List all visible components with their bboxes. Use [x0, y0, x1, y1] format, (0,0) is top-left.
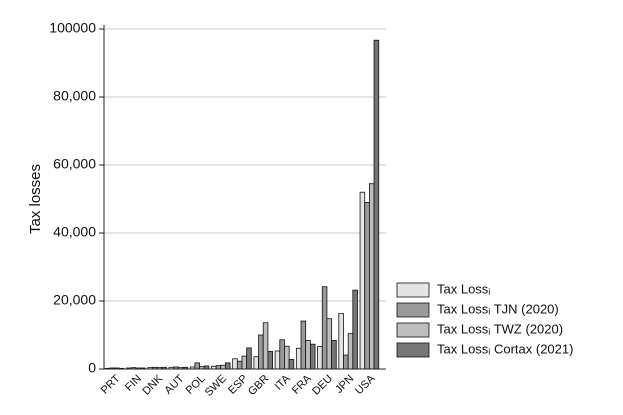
bar	[373, 39, 380, 370]
x-tick-label: USA	[353, 372, 378, 397]
x-tick-label: GBR	[246, 373, 271, 398]
x-tick-label: SWE	[203, 373, 229, 399]
bar	[321, 286, 328, 370]
x-tick-label: DNK	[140, 372, 165, 397]
y-tick-label: 20,000	[53, 292, 96, 308]
legend-swatch	[396, 302, 430, 318]
bar	[241, 355, 248, 370]
bar	[300, 320, 307, 370]
bar	[225, 362, 231, 370]
bar	[279, 339, 285, 370]
bar	[352, 289, 358, 370]
y-tick-label: 100000	[49, 20, 96, 36]
bar	[274, 350, 281, 370]
y-tick-label: 0	[88, 360, 96, 376]
bar	[343, 354, 349, 370]
bar	[246, 347, 252, 370]
bar	[364, 201, 370, 370]
x-tick-label: JPN	[333, 373, 356, 396]
bar	[194, 362, 200, 370]
y-tick-label: 60,000	[53, 156, 96, 172]
bar	[232, 358, 238, 370]
legend-swatch	[396, 342, 430, 358]
y-axis-label: Tax losses	[27, 164, 44, 234]
bar	[326, 318, 332, 370]
bar	[305, 340, 311, 370]
x-tick-label: FRA	[290, 372, 315, 397]
x-tick-label: AUT	[162, 372, 186, 396]
legend-label: Tax Lossᵢ TWZ (2020)	[437, 321, 563, 336]
bar	[359, 191, 366, 370]
y-tick-label: 40,000	[53, 224, 96, 240]
bar	[236, 360, 243, 370]
bar	[309, 343, 316, 370]
bar	[288, 359, 295, 370]
bar	[262, 322, 269, 370]
bar	[284, 345, 290, 370]
bar	[295, 347, 302, 370]
legend-swatch	[396, 322, 430, 338]
y-tick-label: 80,000	[53, 88, 96, 104]
x-tick-label: DEU	[310, 373, 335, 398]
x-tick-label: ESP	[226, 373, 250, 397]
legend-swatch	[396, 282, 430, 298]
bar	[331, 340, 337, 370]
bar	[338, 313, 344, 370]
legend-label: Tax Lossᵢ Cortax (2021)	[437, 341, 573, 356]
bar	[253, 356, 259, 370]
legend-label: Tax Lossᵢ	[437, 281, 490, 296]
bar	[347, 333, 354, 370]
bar	[368, 183, 375, 370]
bar	[258, 334, 264, 370]
x-tick-label: PRT	[99, 373, 123, 397]
bar	[215, 365, 222, 370]
bar	[317, 346, 323, 370]
bar	[220, 364, 226, 370]
bar	[267, 350, 273, 370]
legend-label: Tax Lossᵢ TJN (2020)	[437, 301, 559, 316]
